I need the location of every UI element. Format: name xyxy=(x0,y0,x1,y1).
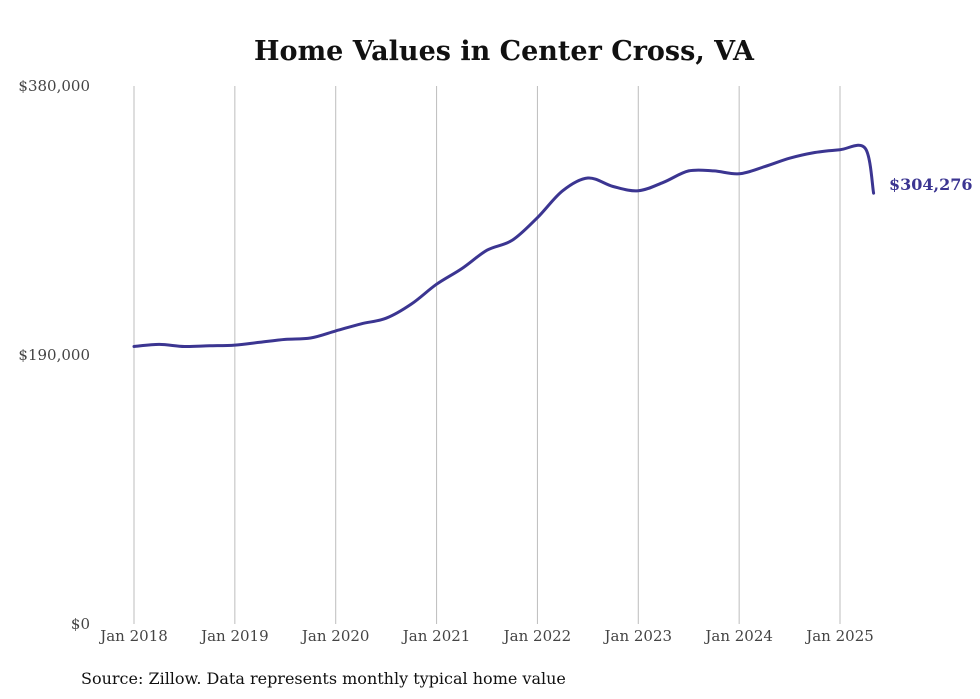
chart-title: Home Values in Center Cross, VA xyxy=(254,36,755,67)
y-tick-label: $380,000 xyxy=(18,77,90,95)
x-tick-label: Jan 2024 xyxy=(703,627,773,645)
x-tick-label: Jan 2022 xyxy=(502,627,572,645)
y-axis: $0 $190,000 $380,000 xyxy=(18,77,90,633)
x-tick-label: Jan 2020 xyxy=(300,627,370,645)
series-line xyxy=(132,143,876,349)
x-tick-label: Jan 2025 xyxy=(804,627,874,645)
x-tick-label: Jan 2019 xyxy=(199,627,269,645)
x-axis: Jan 2018 Jan 2019 Jan 2020 Jan 2021 Jan 2022… xyxy=(98,627,874,645)
x-tick-label: Jan 2021 xyxy=(401,627,471,645)
x-tick-label: Jan 2023 xyxy=(603,627,673,645)
x-tick-label: Jan 2018 xyxy=(98,627,168,645)
y-tick-label: $0 xyxy=(71,615,90,633)
grid-lines xyxy=(133,86,841,624)
y-tick-label: $190,000 xyxy=(18,346,90,364)
end-value-label: $304,276 xyxy=(889,175,973,194)
source-note: Source: Zillow. Data represents monthly … xyxy=(81,669,566,688)
